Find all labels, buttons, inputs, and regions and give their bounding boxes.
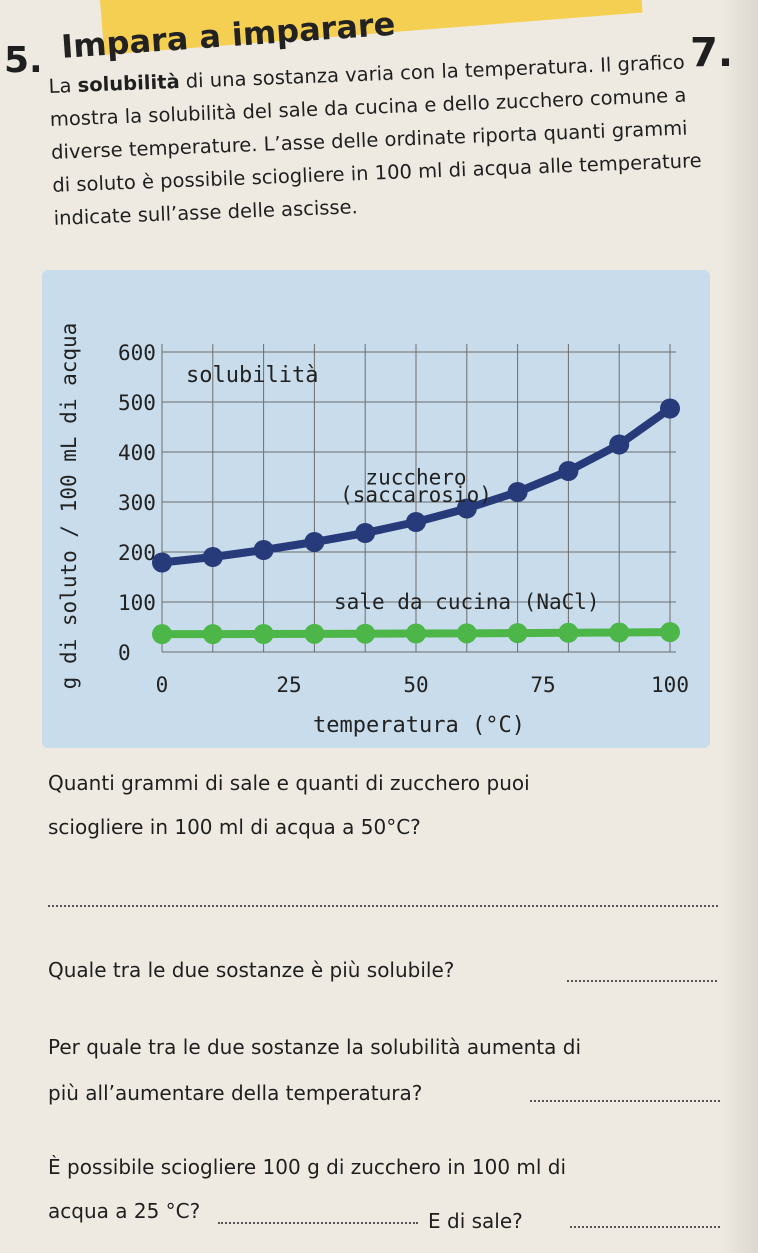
page-shadow	[718, 0, 758, 1253]
question-1-line-2: sciogliere in 100 ml di acqua a 50°C?	[48, 815, 421, 839]
data-point-0	[253, 540, 274, 560]
question-4-line-3: E di sale?	[428, 1209, 523, 1233]
x-tick-label: 100	[651, 673, 689, 697]
question-4: È possibile sciogliere 100 g di zucchero…	[48, 1152, 728, 1226]
x-tick-label: 50	[403, 673, 428, 697]
data-point-0	[456, 498, 477, 519]
solubility-chart: 0 100 200 300 400 500 600 0 25 50 75 100 zucchero(…	[57, 323, 689, 738]
data-point-1	[558, 622, 579, 643]
data-point-0	[609, 434, 630, 455]
data-point-1	[152, 624, 172, 645]
series-label-salt: sale da cucina (NaCl)	[334, 590, 600, 614]
x-axis-label: temperatura (°C)	[313, 713, 525, 738]
intro-text-before: La	[48, 73, 79, 98]
data-point-1	[456, 623, 477, 644]
x-tick-label: 75	[530, 673, 555, 697]
series-label-sugar: zucchero	[365, 466, 466, 490]
chart-panel: 0 100 200 300 400 500 600 0 25 50 75 100 zucchero(…	[42, 270, 710, 748]
question-3-line-2: più all’aumentare della temperatura?	[48, 1081, 423, 1105]
intro-paragraph: La solubilità di una sostanza varia con …	[48, 45, 704, 235]
intro-bold-term: solubilità	[77, 69, 181, 97]
data-point-1	[406, 623, 426, 644]
question-4-line-1: È possibile sciogliere 100 g di zucchero…	[48, 1155, 567, 1179]
answer-line-3[interactable]	[530, 1100, 720, 1102]
x-axis: 0 25 50 75 100	[156, 673, 689, 697]
answer-line-4[interactable]	[218, 1222, 418, 1224]
y-tick-label: 0	[118, 641, 131, 665]
question-3-line-1: Per quale tra le due sostanze la solubil…	[48, 1035, 581, 1059]
data-point-1	[660, 622, 680, 643]
data-point-0	[507, 482, 528, 502]
data-point-0	[304, 532, 325, 552]
data-point-0	[355, 523, 376, 543]
data-point-0	[152, 552, 172, 573]
exercise-number: 5.	[4, 40, 43, 81]
question-3: Per quale tra le due sostanze la solubil…	[48, 1032, 728, 1108]
y-tick-label: 300	[118, 491, 156, 515]
chart-series: zucchero(saccarosio) sale da cucina (NaCl…	[152, 398, 680, 645]
y-tick-label: 200	[118, 541, 156, 565]
data-point-1	[304, 623, 325, 644]
y-tick-label: 400	[118, 441, 156, 465]
data-point-1	[609, 622, 630, 643]
answer-line-1[interactable]	[48, 905, 718, 907]
y-tick-label: 500	[118, 391, 156, 415]
data-point-1	[202, 624, 223, 645]
y-axis: 0 100 200 300 400 500 600	[118, 341, 156, 665]
y-axis-label: g di soluto / 100 mL di acqua	[57, 323, 81, 690]
answer-line-5[interactable]	[570, 1226, 720, 1228]
chart-title: solubilità	[186, 363, 318, 388]
question-1-line-1: Quanti grammi di sale e quanti di zucche…	[48, 771, 530, 795]
answer-line-2[interactable]	[567, 980, 717, 982]
question-1: Quanti grammi di sale e quanti di zucche…	[48, 768, 728, 842]
page-number: 7.	[690, 30, 734, 76]
series-label-sugar-2: (saccarosio)	[340, 483, 492, 507]
data-point-1	[507, 623, 528, 644]
x-tick-label: 25	[276, 673, 301, 697]
data-point-1	[253, 624, 274, 644]
data-point-0	[660, 398, 680, 419]
data-point-0	[202, 547, 223, 567]
question-2: Quale tra le due sostanze è più solubile…	[48, 958, 455, 982]
x-tick-label: 0	[156, 673, 169, 697]
data-point-1	[355, 623, 376, 644]
question-4-line-2: acqua a 25 °C?	[48, 1199, 201, 1223]
y-tick-label: 100	[118, 591, 156, 615]
data-point-0	[558, 461, 579, 481]
data-point-0	[406, 512, 426, 532]
y-tick-label: 600	[118, 341, 156, 365]
